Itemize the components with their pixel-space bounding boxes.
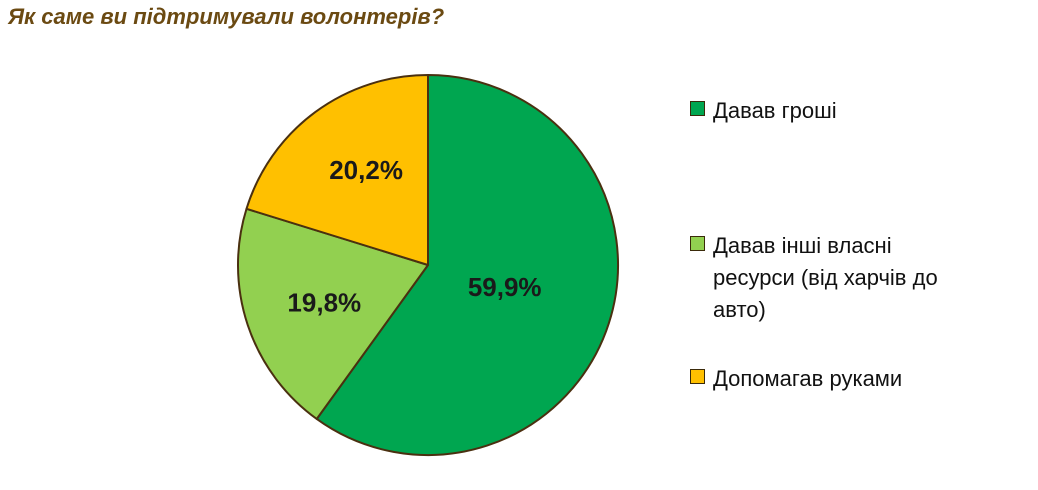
chart-title: Як саме ви підтримували волонтерів? (8, 4, 445, 29)
slice-money (315, 74, 619, 456)
legend-label-resources: Давав інші власні ресурси (від харчів до… (713, 233, 938, 322)
slice-label-hands: 20,2% (329, 155, 403, 185)
slice-resources (236, 207, 429, 420)
legend-item-hands: Допомагав руками (690, 363, 902, 395)
legend-label-hands: Допомагав руками (713, 366, 903, 391)
legend-swatch-money (690, 101, 705, 116)
legend-swatch-hands (690, 369, 705, 384)
legend-label-money: Давав гроші (713, 98, 837, 123)
legend-item-money: Давав гроші (690, 95, 837, 127)
slice-label-money: 59,9% (468, 272, 542, 302)
legend-swatch-resources (690, 236, 705, 251)
legend-item-resources: Давав інші власні ресурси (від харчів до… (690, 230, 938, 326)
slice-hands (245, 74, 429, 266)
slice-label-resources: 19,8% (287, 287, 361, 317)
